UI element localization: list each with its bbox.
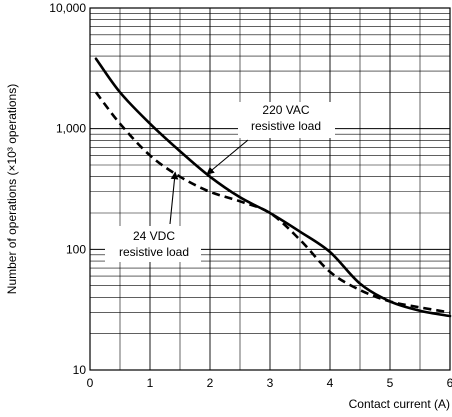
annotation-text: 220 VAC bbox=[262, 103, 309, 117]
annotation-leader-arrow bbox=[206, 139, 249, 175]
x-tick-label: 2 bbox=[207, 376, 214, 390]
y-tick-label: 100 bbox=[66, 242, 86, 256]
tick-labels: 0 1 2 3 4 5 6 10 100 1,000 10,000 bbox=[49, 1, 452, 390]
series-line-220vac bbox=[94, 57, 452, 318]
x-tick-label: 4 bbox=[327, 376, 334, 390]
y-axis-label: Number of operations (×10³ operations) bbox=[5, 84, 19, 294]
x-tick-label: 1 bbox=[147, 376, 154, 390]
y-tick-label: 10 bbox=[73, 363, 87, 377]
x-tick-label: 0 bbox=[87, 376, 94, 390]
annotation-leader-arrow bbox=[169, 171, 179, 225]
annotation-box bbox=[105, 226, 201, 262]
y-tick-label: 1,000 bbox=[56, 122, 86, 136]
plot-frame bbox=[89, 7, 451, 371]
grid bbox=[89, 8, 451, 371]
series-line-24vdc bbox=[94, 91, 451, 314]
x-tick-label: 6 bbox=[447, 376, 452, 390]
x-tick-label: 5 bbox=[387, 376, 394, 390]
series-layer bbox=[94, 57, 452, 318]
annotation-text: resistive load bbox=[119, 245, 189, 259]
annotation-box bbox=[238, 102, 335, 138]
x-axis-label: Contact current (A) bbox=[349, 397, 450, 411]
y-tick-label: 10,000 bbox=[49, 1, 86, 15]
annotation-text: resistive load bbox=[251, 119, 321, 133]
annotation-text: 24 VDC bbox=[133, 229, 175, 243]
x-tick-label: 3 bbox=[267, 376, 274, 390]
annotations: 220 VAC resistive load 24 VDC resistive loa… bbox=[105, 102, 335, 262]
